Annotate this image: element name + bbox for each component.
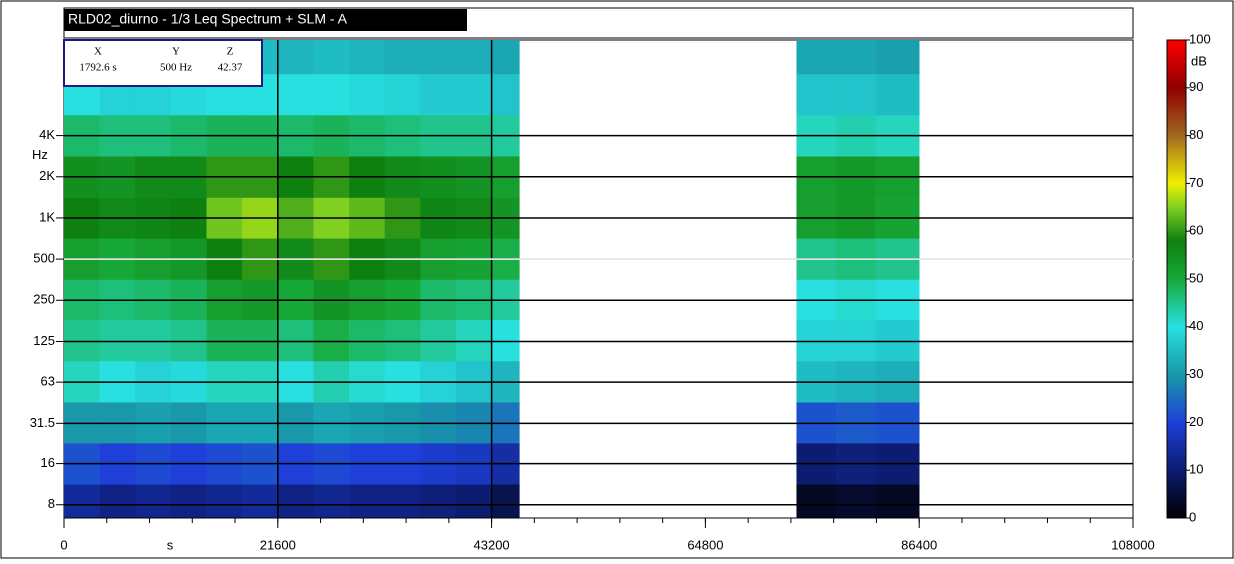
cell: [836, 319, 876, 362]
cell: [242, 484, 279, 519]
cell: [455, 484, 492, 519]
cell: [420, 319, 457, 362]
cell: [875, 73, 920, 116]
readout-header: Y: [172, 46, 180, 58]
x-tick-label: 43200: [474, 537, 510, 552]
overlay: 8 16 31.5 63 125 250 500 1K 2K 4K Hz 0 21600 43200 648…: [30, 39, 1155, 552]
y-tick-label: 250: [33, 292, 55, 307]
cell: [491, 40, 520, 75]
cell: [384, 40, 421, 75]
cell: [170, 319, 207, 362]
cell: [420, 484, 457, 519]
colorbar-tick-label: 70: [1189, 175, 1203, 190]
cell: [455, 73, 492, 116]
cell: [796, 484, 837, 519]
colorbar-tick-label: 0: [1189, 509, 1196, 524]
cell: [875, 40, 920, 75]
y-axis-label: Hz: [32, 147, 48, 162]
cell: [99, 319, 136, 362]
cell: [277, 40, 314, 75]
cell: [313, 484, 350, 519]
colorbar-tick-label: 60: [1189, 223, 1203, 238]
cell: [796, 40, 837, 75]
readout-header: Z: [227, 46, 234, 58]
cell: [420, 73, 457, 116]
cell: [99, 484, 136, 519]
colorbar-tick-label: 10: [1189, 462, 1203, 477]
x-axis-label: s: [167, 537, 174, 552]
y-tick-label: 16: [41, 455, 55, 470]
colorbar-tick-label: 80: [1189, 127, 1203, 142]
cell: [836, 73, 876, 116]
cell: [796, 73, 837, 116]
cell: [491, 319, 520, 362]
y-tick-label: 8: [48, 496, 55, 511]
cell: [242, 319, 279, 362]
cell: [277, 73, 314, 116]
readout-value: 500 Hz: [160, 62, 192, 74]
y-tick-label: 4K: [39, 127, 55, 142]
readout-value: 42.37: [218, 62, 243, 74]
cell: [420, 40, 457, 75]
cell: [875, 319, 920, 362]
cell: [455, 40, 492, 75]
x-tick-label: 108000: [1111, 537, 1154, 552]
readout-box: [63, 39, 263, 87]
y-tick-label: 2K: [39, 168, 55, 183]
y-tick-label: 125: [33, 333, 55, 348]
x-tick-label: 21600: [260, 537, 296, 552]
cell: [349, 40, 385, 75]
colorbar: [1166, 39, 1187, 519]
cell: [384, 484, 421, 519]
colorbar-tick-label: 100: [1189, 31, 1211, 46]
cell: [135, 319, 172, 362]
readout-header: X: [94, 46, 102, 58]
heatmap: [63, 39, 1134, 519]
colorbar-tick-label: 20: [1189, 414, 1203, 429]
cell: [313, 319, 350, 362]
x-tick-label: 0: [60, 537, 67, 552]
y-tick-label: 31.5: [30, 415, 55, 430]
cell: [491, 73, 520, 116]
cell: [64, 484, 100, 519]
cell: [206, 319, 243, 362]
cell: [349, 319, 385, 362]
cell: [349, 484, 385, 519]
cell: [875, 484, 920, 519]
y-tick-label: 500: [33, 251, 55, 266]
colorbar-tick-label: 40: [1189, 318, 1203, 333]
cell: [64, 319, 100, 362]
cell: [206, 484, 243, 519]
readout-value: 1792.6 s: [79, 62, 116, 74]
x-tick-label: 86400: [901, 537, 937, 552]
cell: [836, 484, 876, 519]
colorbar-label: dB: [1191, 53, 1207, 68]
cell: [455, 319, 492, 362]
cell: [135, 484, 172, 519]
cell: [170, 484, 207, 519]
colorbar-tick-label: 30: [1189, 366, 1203, 381]
colorbar-tick-label: 90: [1189, 79, 1203, 94]
cell: [491, 484, 520, 519]
cell: [836, 40, 876, 75]
chart-title: RLD02_diurno - 1/3 Leq Spectrum + SLM - …: [68, 11, 348, 27]
colorbar-tick-label: 50: [1189, 270, 1203, 285]
cell: [349, 73, 385, 116]
cell: [277, 484, 314, 519]
y-tick-label: 1K: [39, 209, 55, 224]
cell: [313, 73, 350, 116]
cell: [384, 73, 421, 116]
cell: [313, 40, 350, 75]
x-tick-label: 64800: [687, 537, 723, 552]
y-tick-label: 63: [41, 374, 55, 389]
cell: [384, 319, 421, 362]
cell: [796, 319, 837, 362]
cell: [277, 319, 314, 362]
title-background: [64, 9, 467, 31]
